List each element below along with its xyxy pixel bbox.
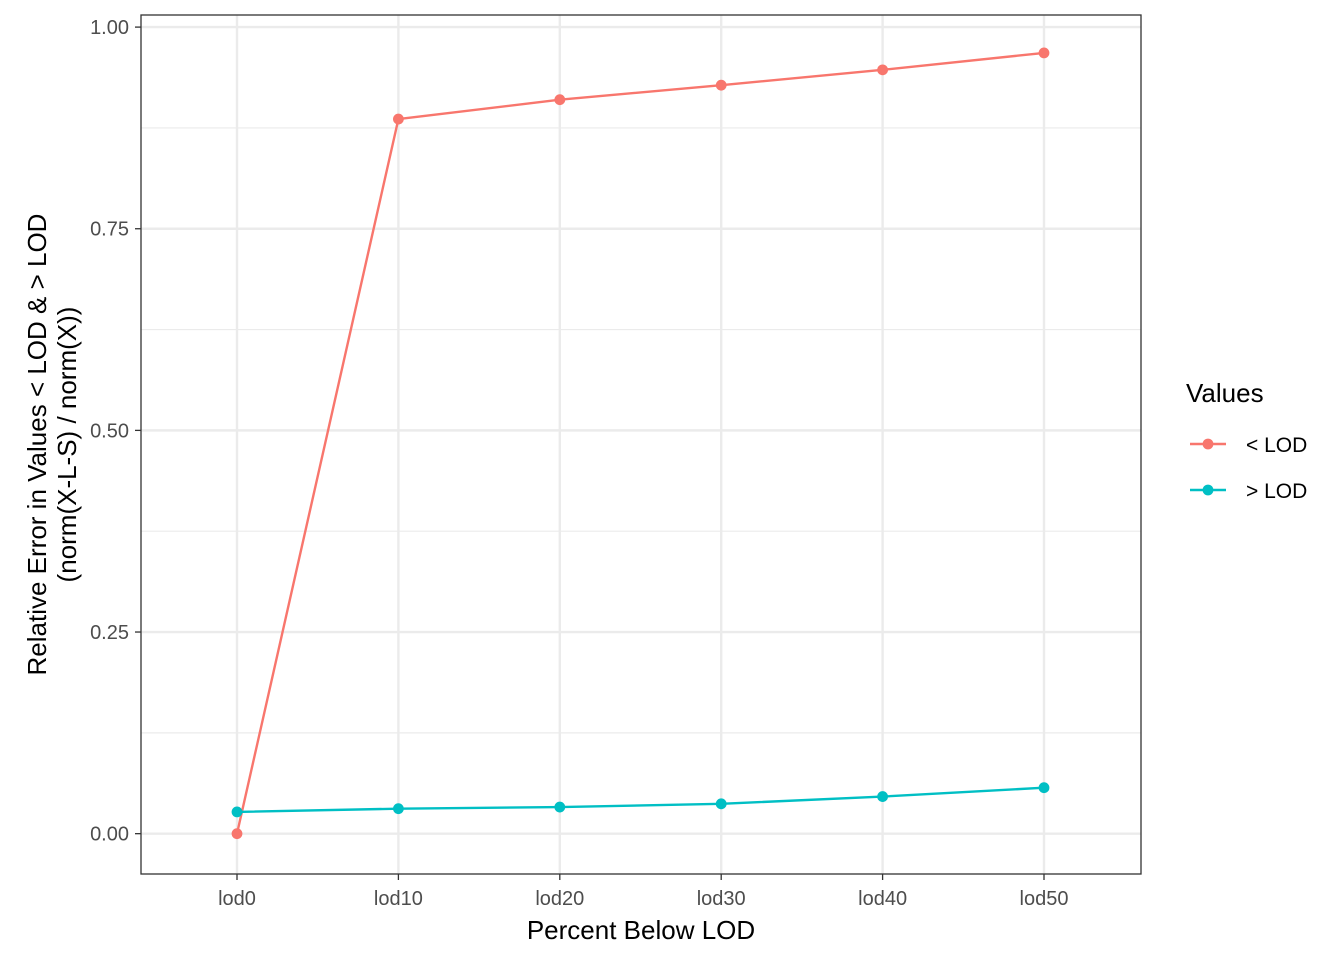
- data-point-series-1: [554, 94, 566, 106]
- minor-gridlines: [141, 127, 1141, 734]
- y-tick-label: 0.25: [90, 622, 129, 644]
- legend-label: < LOD: [1246, 434, 1307, 457]
- x-tick-label: lod40: [858, 888, 907, 910]
- data-point-series-2: [554, 801, 566, 813]
- x-axis-title: Percent Below LOD: [527, 915, 755, 945]
- data-point-series-2: [1038, 782, 1050, 794]
- x-tick-label: lod50: [1020, 888, 1069, 910]
- series-line-1: [235, 51, 1045, 834]
- legend-title: Values: [1186, 378, 1264, 408]
- data-point-series-1: [1038, 47, 1050, 59]
- data-point-series-2: [393, 803, 404, 815]
- legend-items: < LOD > LOD: [1190, 434, 1307, 503]
- data-point-series-2: [231, 806, 243, 818]
- series-line-2: [236, 786, 1045, 814]
- legend-key-point: [1202, 438, 1214, 450]
- y-tick-label: 0.75: [90, 219, 129, 241]
- y-tick-label: 0.50: [90, 420, 129, 442]
- legend: Values < LOD > LOD: [1186, 378, 1307, 503]
- data-point-series-1: [715, 79, 727, 91]
- x-tick-label: lod10: [374, 888, 423, 910]
- data-point-series-1: [231, 828, 243, 840]
- legend-key-point: [1202, 484, 1214, 496]
- data-point-series-2: [715, 798, 727, 810]
- y-tick-label: 0.00: [90, 824, 129, 846]
- data-point-series-1: [877, 64, 888, 76]
- series-layer: [231, 47, 1050, 840]
- axis-layer: 0.00 0.25 0.50 0.75 1.00 lod0 lod10 lod20 lod30 l…: [90, 17, 1068, 910]
- y-axis-title: Relative Error in Values < LOD & > LOD (…: [22, 214, 82, 676]
- data-point-series-2: [877, 791, 888, 802]
- x-tick-label: lod20: [535, 888, 584, 910]
- y-tick-label: 1.00: [90, 17, 129, 39]
- major-gridlines: [141, 15, 1141, 874]
- legend-label: > LOD: [1246, 480, 1307, 503]
- panel-border: [140, 14, 1142, 875]
- x-tick-label: lod0: [218, 888, 256, 910]
- y-axis-title-line-1: Relative Error in Values < LOD & > LOD: [22, 214, 52, 676]
- x-tick-label: lod30: [697, 888, 746, 910]
- y-axis-title-line-2: (norm(X-L-S) / norm(X)): [52, 307, 82, 583]
- data-point-series-1: [393, 113, 404, 125]
